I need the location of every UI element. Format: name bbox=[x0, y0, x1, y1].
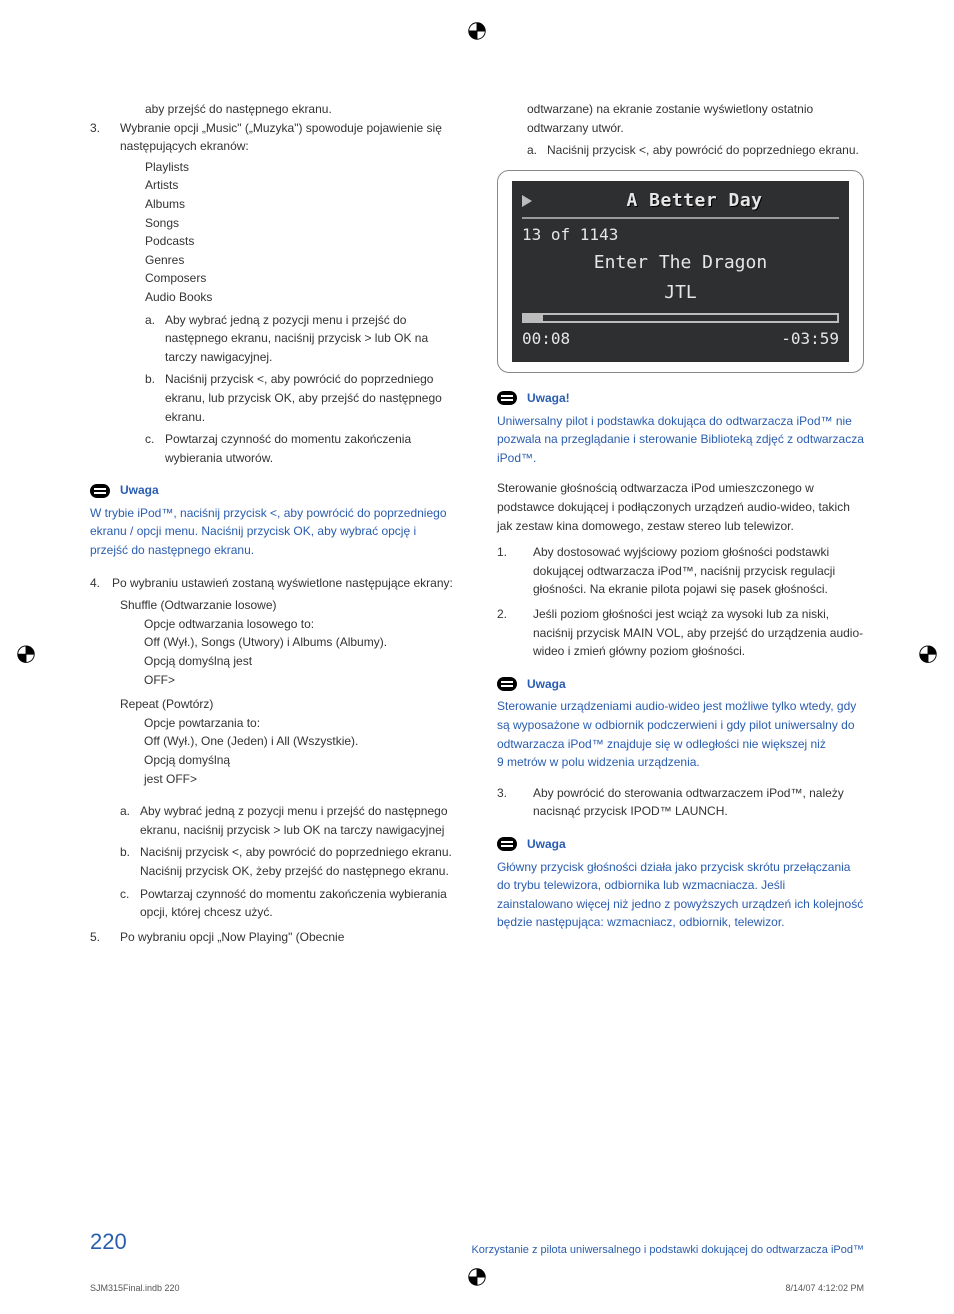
list-item-5: 5. Po wybraniu opcji „Now Playing" (Obec… bbox=[90, 928, 457, 947]
repeat-title: Repeat (Powtórz) bbox=[120, 695, 457, 714]
ipod-times: 00:08 -03:59 bbox=[522, 327, 839, 352]
page-footer: 220 Korzystanie z pilota uniwersalnego i… bbox=[90, 1225, 864, 1259]
list-item-4: 4. Po wybraniu ustawień zostaną wyświetl… bbox=[90, 574, 457, 593]
shuffle-line: Opcją domyślną jest bbox=[144, 652, 457, 671]
print-file: SJM315Final.indb 220 bbox=[90, 1282, 180, 1296]
ipod-artist: JTL bbox=[522, 279, 839, 307]
play-icon bbox=[522, 195, 532, 207]
repeat-block: Repeat (Powtórz) Opcje powtarzania to: O… bbox=[120, 695, 457, 788]
subitem-4b: b. Naciśnij przycisk <, aby powrócić do … bbox=[120, 843, 457, 880]
ipod-song: Enter The Dragon bbox=[522, 249, 839, 277]
ipod-title-row: A Better Day bbox=[522, 187, 839, 219]
print-metadata: SJM315Final.indb 220 8/14/07 4:12:02 PM bbox=[90, 1282, 864, 1296]
note-label: Uwaga bbox=[527, 675, 566, 694]
item-text: Po wybraniu opcji „Now Playing" (Obecnie bbox=[120, 928, 457, 947]
menu-item: Audio Books bbox=[145, 288, 457, 307]
note-icon bbox=[90, 484, 110, 498]
page-columns: aby przejść do następnego ekranu. 3. Wyb… bbox=[90, 100, 864, 948]
repeat-line: Opcją domyślną bbox=[144, 751, 457, 770]
right-subitem-a: a. Naciśnij przycisk <, aby powrócić do … bbox=[527, 141, 864, 160]
note-heading-4: Uwaga bbox=[497, 835, 864, 854]
note-body-3a: Sterowanie urządzeniami audio-wideo jest… bbox=[497, 697, 864, 753]
note-label: Uwaga bbox=[120, 481, 159, 500]
repeat-line: Opcje powtarzania to: bbox=[144, 714, 457, 733]
ipod-screen: A Better Day 13 of 1143 Enter The Dragon… bbox=[512, 181, 849, 362]
shuffle-line: OFF> bbox=[144, 671, 457, 690]
note-body-2: Uniwersalny pilot i podstawka dokująca d… bbox=[497, 412, 864, 468]
item-number: 3. bbox=[90, 119, 120, 156]
note-heading-3: Uwaga bbox=[497, 675, 864, 694]
page-number: 220 bbox=[90, 1225, 127, 1259]
menu-item: Composers bbox=[145, 269, 457, 288]
ipod-remain: -03:59 bbox=[781, 327, 839, 352]
note-heading-1: Uwaga bbox=[90, 481, 457, 500]
menu-item: Podcasts bbox=[145, 232, 457, 251]
item-number: 4. bbox=[90, 574, 112, 593]
note-icon bbox=[497, 837, 517, 851]
ipod-count: 13 of 1143 bbox=[522, 223, 839, 248]
ipod-progress-bar bbox=[522, 313, 839, 323]
note-heading-2: Uwaga! bbox=[497, 389, 864, 408]
menu-item: Albums bbox=[145, 195, 457, 214]
ipod-frame: A Better Day 13 of 1143 Enter The Dragon… bbox=[497, 170, 864, 373]
ipod-elapsed: 00:08 bbox=[522, 327, 570, 352]
subitem-c: c. Powtarzaj czynność do momentu zakończ… bbox=[145, 430, 457, 467]
subitem-b: b. Naciśnij przycisk <, aby powrócić do … bbox=[145, 370, 457, 426]
repeat-line: jest OFF> bbox=[144, 770, 457, 789]
item-number: 5. bbox=[90, 928, 120, 947]
subitem-4a: a. Aby wybrać jedną z pozycji menu i prz… bbox=[120, 802, 457, 839]
right-item-2: 2. Jeśli poziom głośności jest wciąż za … bbox=[497, 605, 864, 661]
registration-mark-right bbox=[917, 643, 939, 671]
shuffle-block: Shuffle (Odtwarzanie losowe) Opcje odtwa… bbox=[120, 596, 457, 689]
shuffle-title: Shuffle (Odtwarzanie losowe) bbox=[120, 596, 457, 615]
note-label: Uwaga bbox=[527, 835, 566, 854]
menu-item: Songs bbox=[145, 214, 457, 233]
right-item-3: 3. Aby powrócić do sterowania odtwarzacz… bbox=[497, 784, 864, 821]
item-text: Wybranie opcji „Music" („Muzyka") spowod… bbox=[120, 119, 457, 156]
note-body-4: Główny przycisk głośności działa jako pr… bbox=[497, 858, 864, 932]
footer-text: Korzystanie z pilota uniwersalnego i pod… bbox=[471, 1242, 864, 1259]
print-date: 8/14/07 4:12:02 PM bbox=[785, 1282, 864, 1296]
paragraph: Sterowanie głośnością odtwarzacza iPod u… bbox=[497, 479, 864, 535]
ipod-progress-fill bbox=[524, 315, 543, 321]
note-body-1: W trybie iPod™, naciśnij przycisk <, aby… bbox=[90, 504, 457, 560]
note-label: Uwaga! bbox=[527, 389, 570, 408]
registration-mark-left bbox=[15, 643, 37, 671]
ipod-title: A Better Day bbox=[550, 187, 839, 215]
intro-continuation: aby przejść do następnego ekranu. bbox=[145, 100, 457, 119]
shuffle-line: Off (Wył.), Songs (Utwory) i Albums (Alb… bbox=[144, 633, 457, 652]
note-icon bbox=[497, 391, 517, 405]
note-body-3b: 9 metrów w polu widzenia urządzenia. bbox=[497, 753, 864, 772]
subitem-4c: c. Powtarzaj czynność do momentu zakończ… bbox=[120, 885, 457, 922]
menu-item: Playlists bbox=[145, 158, 457, 177]
repeat-line: Off (Wył.), One (Jeden) i All (Wszystkie… bbox=[144, 732, 457, 751]
menu-item: Genres bbox=[145, 251, 457, 270]
registration-mark-top bbox=[466, 20, 488, 48]
note-icon bbox=[497, 677, 517, 691]
menu-item: Artists bbox=[145, 176, 457, 195]
right-item-1: 1. Aby dostosować wyjściowy poziom głośn… bbox=[497, 543, 864, 599]
subitem-a: a. Aby wybrać jedną z pozycji menu i prz… bbox=[145, 311, 457, 367]
shuffle-line: Opcje odtwarzania losowego to: bbox=[144, 615, 457, 634]
left-column: aby przejść do następnego ekranu. 3. Wyb… bbox=[90, 100, 457, 948]
list-item-3: 3. Wybranie opcji „Music" („Muzyka") spo… bbox=[90, 119, 457, 156]
right-column: odtwarzane) na ekranie zostanie wyświetl… bbox=[497, 100, 864, 948]
item-text: Po wybraniu ustawień zostaną wyświetlone… bbox=[112, 574, 457, 593]
right-continuation: odtwarzane) na ekranie zostanie wyświetl… bbox=[527, 100, 864, 137]
